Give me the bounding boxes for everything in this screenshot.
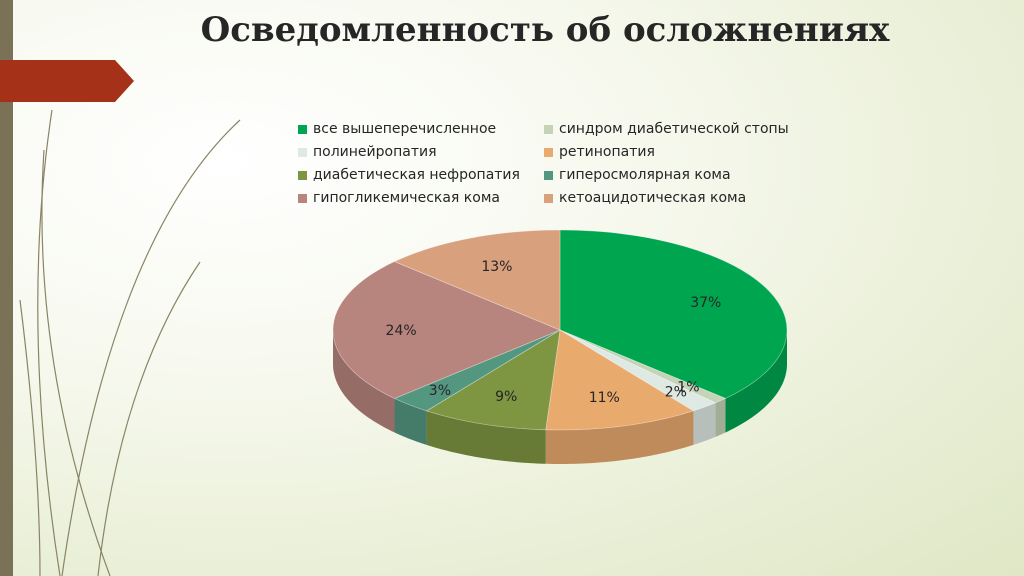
legend-label: все вышеперечисленное xyxy=(313,121,497,137)
legend-label: гипогликемическая кома xyxy=(313,190,500,206)
pie-slice xyxy=(393,329,561,412)
left-accent-bar xyxy=(0,0,13,576)
pie-slice xyxy=(559,229,788,399)
legend-swatch xyxy=(298,124,307,134)
legend-swatch xyxy=(544,124,553,134)
pie-slice-side xyxy=(394,398,427,445)
slice-percent-label: 2% xyxy=(665,385,687,401)
legend-item: гиперосмолярная кома xyxy=(544,164,798,186)
legend-item: кетоацидотическая кома xyxy=(544,187,798,209)
legend-label: ретинопатия xyxy=(559,144,655,160)
slice-percent-label: 13% xyxy=(481,259,512,275)
legend-item: гипогликемическая кома xyxy=(298,187,544,209)
slice-percent-label: 37% xyxy=(690,295,721,311)
legend-swatch xyxy=(544,170,553,180)
legend-swatch xyxy=(544,147,553,157)
pie-slice xyxy=(559,329,727,404)
pie-slice-side xyxy=(725,330,787,433)
legend-item: полинейропатия xyxy=(298,141,544,163)
slide-title: Осведомленность об осложнениях xyxy=(200,10,890,50)
legend-label: синдром диабетической стопы xyxy=(559,121,789,137)
chart-legend: все вышеперечисленное синдром диабетическ… xyxy=(298,118,798,209)
pie-slice-side xyxy=(545,410,694,464)
pie-slice xyxy=(545,329,695,431)
pie-slice xyxy=(332,261,562,399)
pie-slice-side xyxy=(693,402,716,445)
slice-percent-label: 1% xyxy=(677,380,699,396)
slice-percent-label: 11% xyxy=(589,390,620,406)
slice-percent-label: 9% xyxy=(495,389,517,405)
legend-item: ретинопатия xyxy=(544,141,798,163)
slice-percent-label: 3% xyxy=(429,383,451,399)
pie-slice-side xyxy=(333,330,395,433)
legend-label: диабетическая нефропатия xyxy=(313,167,520,183)
legend-label: полинейропатия xyxy=(313,144,437,160)
pie-slice xyxy=(393,229,561,331)
legend-swatch xyxy=(298,147,307,157)
legend-item: диабетическая нефропатия xyxy=(298,164,544,186)
pie-slice-side xyxy=(426,410,546,464)
legend-item: синдром диабетической стопы xyxy=(544,118,798,140)
legend-swatch xyxy=(544,193,553,203)
legend-item: все вышеперечисленное xyxy=(298,118,544,140)
legend-label: кетоацидотическая кома xyxy=(559,190,747,206)
pie-slice-side xyxy=(715,398,726,437)
title-arrow-tab xyxy=(0,60,134,102)
legend-swatch xyxy=(298,193,307,203)
legend-label: гиперосмолярная кома xyxy=(559,167,731,183)
pie-slice xyxy=(559,329,717,412)
slice-percent-label: 24% xyxy=(386,323,417,339)
pie-slice xyxy=(425,329,561,431)
legend-swatch xyxy=(298,170,307,180)
